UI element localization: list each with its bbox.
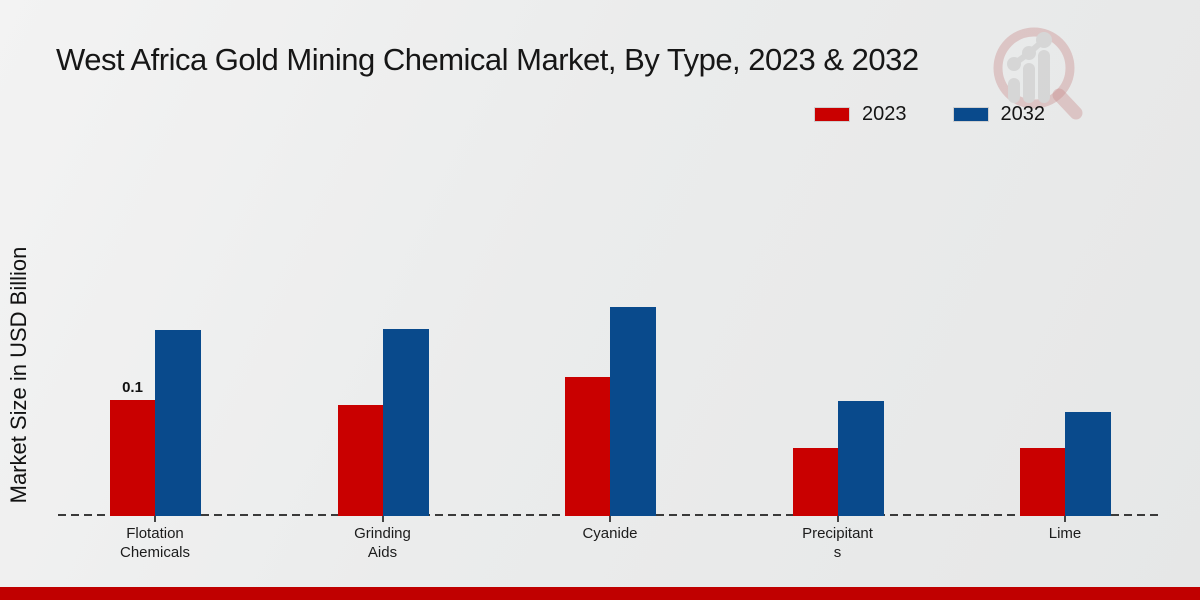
footer-accent-band	[0, 587, 1200, 600]
bar-2023-precipitants	[792, 448, 838, 516]
bar-2032-cyanide	[610, 307, 656, 516]
bar-2032-flotation-chemicals	[155, 330, 201, 516]
category-label-cyanide: Cyanide	[582, 525, 638, 542]
bar-2023-lime	[1020, 448, 1065, 516]
chart-title: West Africa Gold Mining Chemical Market,…	[56, 42, 919, 77]
legend-item-2023: 2023	[814, 103, 907, 126]
x-axis-tick-grinding-aids	[381, 516, 384, 522]
bar-2032-grinding-aids	[382, 329, 429, 516]
legend-swatch-2023	[814, 107, 850, 122]
x-axis-tick-precipitants	[836, 516, 839, 522]
bar-2023-cyanide	[565, 377, 610, 516]
category-label-grinding-aids: Grinding Aids	[354, 525, 411, 561]
bar-2032-lime	[1065, 412, 1111, 516]
category-label-precipitants: Precipitant s	[802, 525, 873, 561]
x-axis-tick-lime	[1064, 516, 1066, 522]
x-axis-tick-cyanide	[609, 516, 611, 522]
category-label-lime: Lime	[1048, 525, 1082, 542]
legend-label-2032: 2032	[1000, 103, 1046, 125]
chart-legend: 2023 2032	[814, 103, 1045, 126]
legend-swatch-2032	[952, 107, 989, 122]
bar-2023-flotation-chemicals	[110, 400, 155, 516]
legend-item-2032: 2032	[952, 103, 1046, 126]
bar-2023-grinding-aids	[337, 405, 383, 516]
legend-label-2023: 2023	[862, 103, 907, 125]
bar-value-label-2023-flotation-chemicals: 0.1	[122, 379, 143, 396]
category-label-flotation-chemicals: Flotation Chemicals	[119, 525, 191, 561]
bar-2032-precipitants	[837, 401, 884, 516]
x-axis-tick-flotation-chemicals	[154, 516, 156, 522]
